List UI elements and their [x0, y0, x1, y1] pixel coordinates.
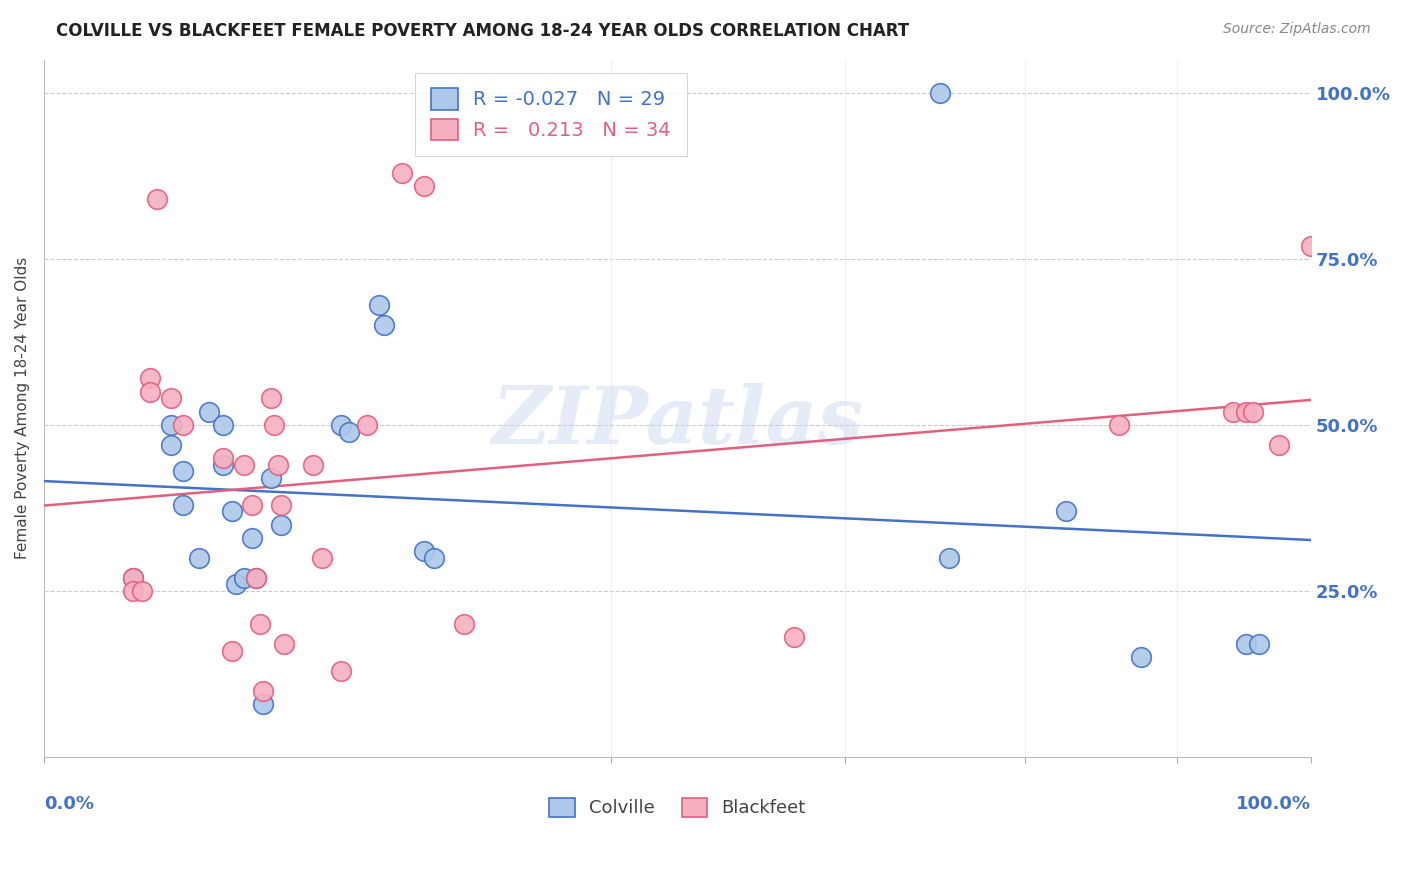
Point [270, 498, 292, 512]
Point [221, 504, 243, 518]
Point [330, 664, 353, 678]
Point [391, 165, 413, 179]
Point [249, 617, 271, 632]
Point [233, 458, 256, 472]
Point [413, 178, 436, 193]
Text: Source: ZipAtlas.com: Source: ZipAtlas.com [1223, 22, 1371, 37]
Point [159, 438, 181, 452]
Point [122, 571, 145, 585]
Point [188, 550, 211, 565]
Point [330, 417, 353, 432]
Point [240, 531, 263, 545]
Point [221, 643, 243, 657]
Point [159, 392, 181, 406]
Point [259, 471, 281, 485]
Point [1130, 650, 1153, 665]
Point [301, 458, 323, 472]
Point [1249, 637, 1271, 651]
Point [139, 384, 162, 399]
Point [373, 318, 395, 333]
Point [453, 617, 475, 632]
Point [413, 544, 436, 558]
Point [311, 550, 333, 565]
Text: 100.0%: 100.0% [1236, 796, 1312, 814]
Point [1301, 238, 1323, 252]
Point [212, 458, 235, 472]
Point [423, 550, 446, 565]
Text: 0.0%: 0.0% [44, 796, 94, 814]
Point [212, 417, 235, 432]
Point [1234, 404, 1257, 418]
Legend: Colville, Blackfeet: Colville, Blackfeet [543, 790, 813, 824]
Point [172, 417, 194, 432]
Point [1222, 404, 1244, 418]
Text: COLVILLE VS BLACKFEET FEMALE POVERTY AMONG 18-24 YEAR OLDS CORRELATION CHART: COLVILLE VS BLACKFEET FEMALE POVERTY AMO… [56, 22, 910, 40]
Point [131, 583, 153, 598]
Point [782, 631, 804, 645]
Point [929, 86, 952, 100]
Point [245, 571, 267, 585]
Point [252, 697, 274, 711]
Point [240, 498, 263, 512]
Point [337, 425, 360, 439]
Point [225, 577, 247, 591]
Point [368, 298, 391, 312]
Point [212, 451, 235, 466]
Point [1234, 637, 1257, 651]
Point [938, 550, 960, 565]
Point [1268, 438, 1291, 452]
Point [159, 417, 181, 432]
Point [270, 517, 292, 532]
Point [1241, 404, 1264, 418]
Point [233, 571, 256, 585]
Point [172, 464, 194, 478]
Point [122, 571, 145, 585]
Point [198, 404, 221, 418]
Point [259, 392, 281, 406]
Point [266, 458, 288, 472]
Point [252, 683, 274, 698]
Point [122, 583, 145, 598]
Point [263, 417, 285, 432]
Point [356, 417, 378, 432]
Y-axis label: Female Poverty Among 18-24 Year Olds: Female Poverty Among 18-24 Year Olds [15, 257, 30, 559]
Point [146, 192, 169, 206]
Point [172, 498, 194, 512]
Text: ZIPatlas: ZIPatlas [492, 384, 863, 461]
Point [139, 371, 162, 385]
Point [245, 571, 267, 585]
Point [273, 637, 295, 651]
Point [1054, 504, 1077, 518]
Point [1108, 417, 1130, 432]
